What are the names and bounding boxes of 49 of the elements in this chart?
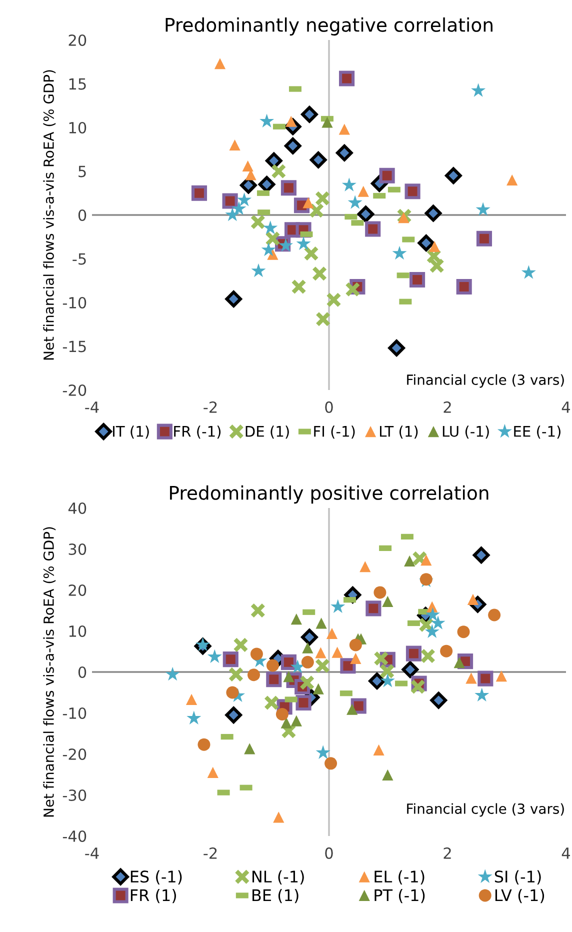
legend-label: EL (-1) bbox=[374, 870, 424, 885]
legend-label: LU (-1) bbox=[442, 426, 489, 439]
x-tick-label: 0 bbox=[325, 401, 333, 413]
y-tick-label: -30 bbox=[62, 789, 86, 802]
legend-label: DE (1) bbox=[246, 426, 289, 439]
y-tick-label: -10 bbox=[62, 296, 86, 309]
y-tick-label: 20 bbox=[68, 584, 86, 596]
y-tick-label: -20 bbox=[62, 384, 86, 396]
x-tick-label: 2 bbox=[444, 401, 451, 413]
y-tick-label: 20 bbox=[68, 34, 86, 46]
y-axis-title: Net financial flows vis-a-vis RoEA (% GDP) bbox=[43, 527, 56, 817]
y-tick-label: -15 bbox=[62, 340, 86, 352]
legend-label: NL (-1) bbox=[252, 870, 304, 885]
y-tick-label: -5 bbox=[72, 253, 86, 265]
legend-label: PT (-1) bbox=[374, 888, 425, 904]
x-tick-label: -2 bbox=[204, 401, 217, 413]
y-tick-label: 30 bbox=[68, 543, 86, 556]
x-tick-label: 0 bbox=[325, 847, 333, 859]
x-tick-label: 4 bbox=[562, 848, 570, 859]
y-axis-title: Net financial flows vis-a-vis RoEA (% GDP) bbox=[43, 70, 56, 360]
legend-label: IT (1) bbox=[113, 426, 149, 439]
chart-title: Predominantly negative correlation bbox=[166, 17, 492, 36]
legend-label: FR (-1) bbox=[174, 426, 221, 439]
x-tick-label: -4 bbox=[85, 848, 99, 859]
legend-label: SI (-1) bbox=[494, 870, 541, 885]
legend-label: LV (-1) bbox=[495, 888, 544, 904]
y-tick-label: 0 bbox=[78, 209, 86, 222]
y-tick-label: 10 bbox=[69, 122, 86, 134]
y-tick-label: 10 bbox=[69, 625, 86, 638]
x-tick-label: -2 bbox=[204, 847, 217, 859]
legend-label: FI (-1) bbox=[314, 426, 355, 439]
x-tick-label: 4 bbox=[562, 402, 570, 413]
y-tick-label: 40 bbox=[68, 502, 86, 514]
y-tick-label: 15 bbox=[69, 78, 86, 90]
legend-label: EE (-1) bbox=[514, 426, 560, 439]
y-tick-label: 0 bbox=[78, 666, 86, 678]
x-tick-label: -4 bbox=[85, 402, 99, 413]
legend-label: LT (1) bbox=[380, 426, 418, 439]
x-axis-title: Financial cycle (3 vars) bbox=[407, 374, 564, 388]
legend-label: FR (1) bbox=[130, 888, 176, 904]
y-tick-label: -40 bbox=[62, 830, 86, 842]
legend-label: BE (1) bbox=[252, 888, 298, 904]
y-tick-label: -10 bbox=[62, 707, 86, 720]
y-tick-label: 5 bbox=[78, 166, 86, 178]
x-tick-label: 2 bbox=[444, 847, 451, 859]
y-tick-label: -20 bbox=[62, 748, 86, 760]
chart-title: Predominantly positive correlation bbox=[170, 485, 488, 504]
x-axis-title: Financial cycle (3 vars) bbox=[407, 803, 564, 817]
legend-label: ES (-1) bbox=[130, 870, 182, 885]
